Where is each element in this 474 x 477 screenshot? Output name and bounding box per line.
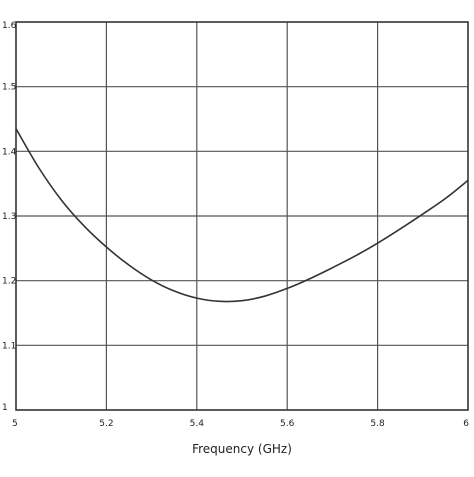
y-tick-label: 1.6 bbox=[2, 21, 17, 31]
x-tick-label: 5.6 bbox=[280, 419, 295, 429]
grid bbox=[16, 22, 468, 410]
y-tick-labels: 1 1.1 1.2 1.3 1.4 1.5 1.6 bbox=[2, 21, 17, 413]
series-line bbox=[15, 128, 469, 303]
y-tick-label: 1 bbox=[2, 403, 8, 413]
x-axis-label: Frequency (GHz) bbox=[192, 442, 292, 456]
x-tick-label: 5.4 bbox=[190, 419, 205, 429]
y-tick-label: 1.3 bbox=[2, 212, 16, 222]
x-tick-label: 5.2 bbox=[99, 419, 113, 429]
y-tick-label: 1.1 bbox=[2, 341, 16, 351]
x-tick-labels: 5 5.2 5.4 5.6 5.8 6 bbox=[12, 419, 469, 429]
x-tick-label: 5.8 bbox=[370, 419, 385, 429]
x-tick-label: 5 bbox=[12, 419, 18, 429]
y-tick-label: 1.4 bbox=[2, 147, 17, 157]
y-tick-label: 1.2 bbox=[2, 277, 16, 287]
y-tick-label: 1.5 bbox=[2, 83, 16, 93]
x-tick-label: 6 bbox=[463, 419, 469, 429]
plot-frame bbox=[15, 21, 469, 411]
